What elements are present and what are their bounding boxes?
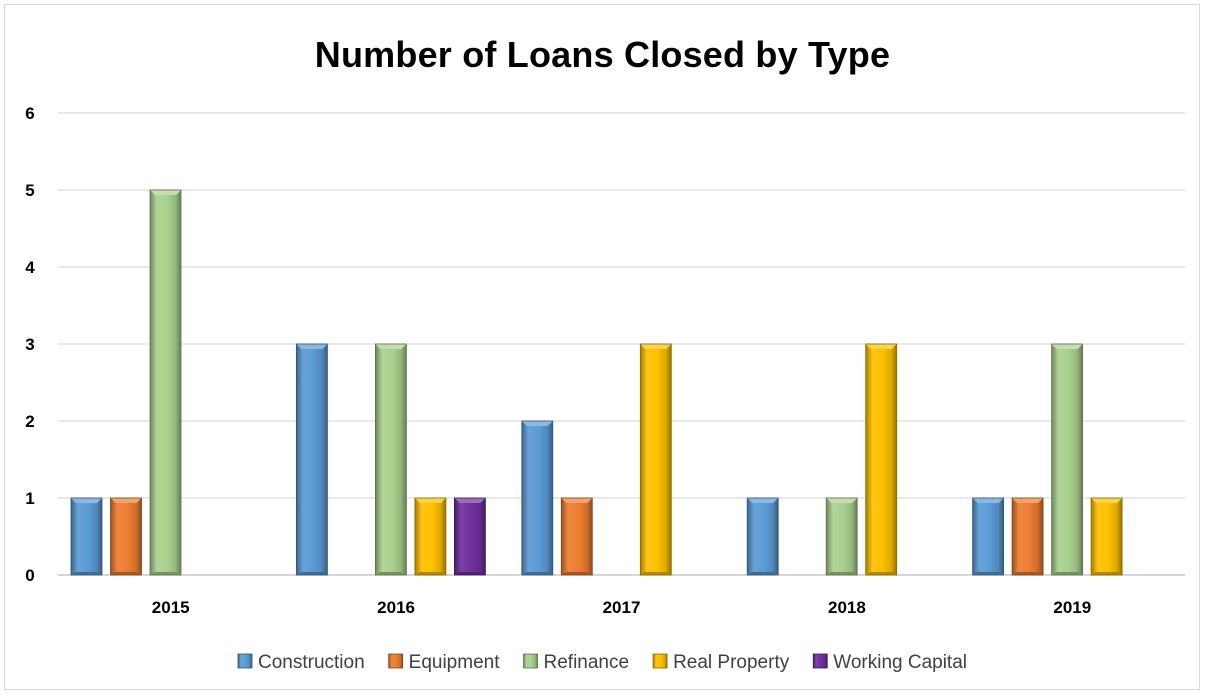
legend-item: Refinance (523, 652, 630, 673)
legend-item: Real Property (652, 652, 790, 673)
bar (972, 497, 1004, 576)
legend-item: Construction (237, 652, 365, 673)
bar (110, 497, 142, 576)
legend-item: Equipment (388, 652, 501, 673)
bar (414, 497, 447, 576)
bar (639, 343, 672, 576)
x-tick-label: 2017 (603, 598, 641, 617)
legend-item: Working Capital (812, 652, 967, 673)
bar (1090, 497, 1123, 576)
legend-swatch (812, 653, 828, 669)
bar (521, 420, 554, 576)
y-tick-label: 0 (25, 566, 34, 585)
bar (295, 343, 328, 576)
x-tick-label: 2019 (1053, 598, 1091, 617)
bar (374, 343, 407, 576)
bar (149, 189, 182, 576)
x-tick-label: 2015 (152, 598, 190, 617)
legend-label: Working Capital (833, 652, 967, 673)
y-tick-label: 4 (25, 258, 35, 277)
bar (865, 343, 898, 576)
x-tick-label: 2018 (828, 598, 866, 617)
legend-label: Real Property (673, 652, 790, 673)
legend-label: Construction (258, 652, 365, 673)
bar (560, 497, 593, 576)
bar (453, 497, 486, 576)
legend-swatch (388, 653, 404, 669)
legend-label: Refinance (544, 652, 630, 673)
bar (70, 497, 103, 576)
legend-swatch (523, 653, 538, 669)
y-tick-label: 1 (25, 489, 34, 508)
bar (746, 497, 779, 576)
chart-frame (4, 4, 1200, 690)
bar (1011, 497, 1044, 576)
y-tick-label: 5 (25, 181, 34, 200)
y-tick-label: 6 (25, 104, 34, 123)
legend-swatch (237, 653, 253, 669)
bar (1051, 343, 1083, 576)
bar (825, 497, 858, 576)
legend-swatch (652, 653, 668, 669)
x-tick-label: 2016 (377, 598, 415, 617)
legend-label: Equipment (409, 652, 501, 673)
y-tick-label: 3 (25, 335, 34, 354)
y-tick-label: 2 (25, 412, 34, 431)
chart-title: Number of Loans Closed by Type (314, 34, 891, 75)
